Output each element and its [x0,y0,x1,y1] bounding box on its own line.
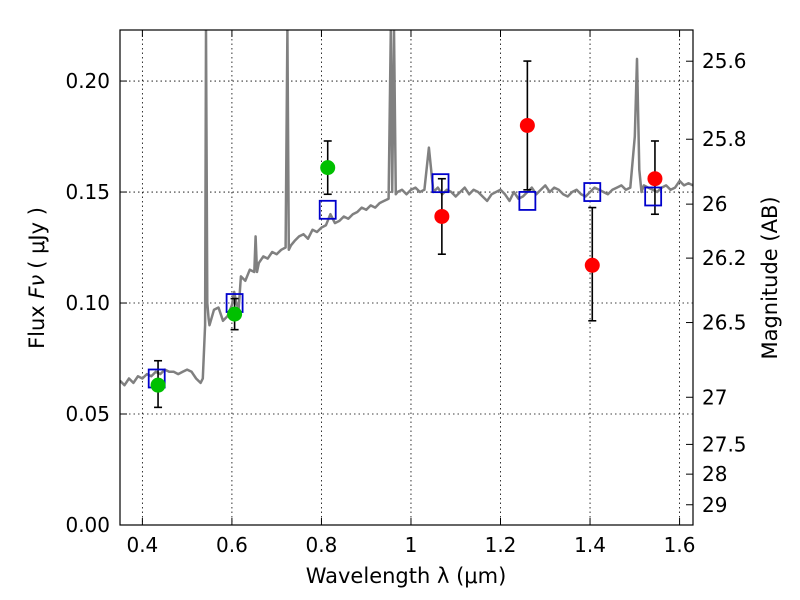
x-tick-label: 1.4 [574,533,606,557]
x-tick-label: 0.4 [126,533,158,557]
y2-tick-label: 25.8 [702,127,747,151]
observed-flux-point [434,208,450,224]
y2-tick-label: 25.6 [702,49,747,73]
y-tick-label: 0.00 [65,513,110,537]
observed-flux-point [519,117,535,133]
spectrum-line [120,30,693,387]
x-tick-label: 1.6 [664,533,696,557]
plot-frame [119,29,694,526]
y-axis-label: Flux Fν ( μJy ) [25,207,49,349]
y2-tick-label: 27 [702,385,727,409]
observed-flux-point [320,160,336,176]
y-axis-label-prefix: Flux [25,299,49,349]
model-flux-square [518,191,537,211]
y-tick-label: 0.05 [65,402,110,426]
spectrum [120,30,693,387]
x-tick-label: 0.8 [306,533,338,557]
y-tick-label: 0.15 [65,180,110,204]
model-flux-square [644,186,663,207]
y2-axis-label: Magnitude (AB) [758,196,782,359]
y-axis-label-symbol: Fν [25,275,49,299]
y2-tick-label: 26.2 [702,246,747,270]
data-points [147,117,663,393]
observed-flux-point [584,257,600,273]
y-tick-label: 0.20 [65,69,110,93]
model-flux-square [431,173,450,194]
observed-flux-point [647,171,663,187]
grid [120,30,693,526]
y2-tick-label: 29 [702,493,727,517]
y2-tick-label: 26 [702,192,727,216]
model-flux-square [318,199,337,220]
x-axis-label: Wavelength λ (μm) [306,564,507,588]
x-tick-label: 1.2 [485,533,517,557]
y-axis-label-unit: ( μJy ) [25,207,49,269]
observed-flux-point [150,377,166,393]
y2-tick-label: 26.5 [702,311,747,335]
model-flux-square [583,182,602,202]
y2-tick-label: 27.5 [702,432,747,456]
ticks: 0.4 0.6 0.8 1 1.2 1.4 1.6 0.00 0.05 0.10 0.15 0.20 2… [65,30,747,557]
y-tick-label: 0.10 [65,291,110,315]
x-tick-label: 0.6 [216,533,248,557]
y2-tick-label: 28 [702,462,727,486]
x-tick-label: 1 [405,533,418,557]
observed-flux-point [227,306,243,322]
